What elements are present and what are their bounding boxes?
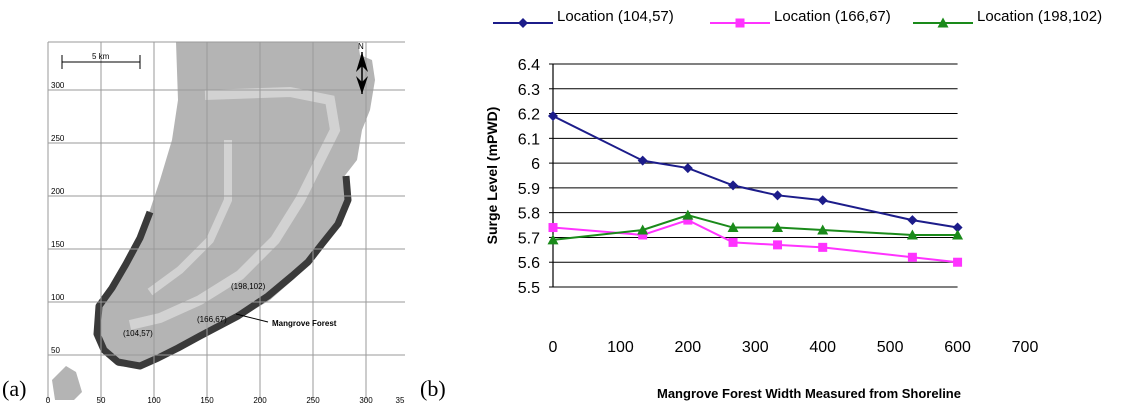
x-tick-label: 500 (877, 339, 904, 356)
panel-b-label: (b) (420, 376, 446, 401)
coast-strip (360, 140, 374, 170)
map-x-tick-label: 250 (306, 396, 320, 405)
series-1-point (682, 163, 693, 174)
x-tick-label: 300 (742, 339, 769, 356)
series-2-point (773, 240, 783, 250)
x-tick-label: 0 (549, 339, 558, 356)
legend-label-1: Location (104,57) (557, 8, 674, 25)
series-1-point (907, 215, 918, 226)
y-tick-label: 6.3 (518, 82, 540, 99)
y-tick-label: 5.8 (518, 206, 540, 223)
x-tick-label: 600 (944, 339, 971, 356)
map-x-tick-label: 35 (396, 396, 405, 405)
map-base (52, 42, 375, 400)
series-line-3 (552, 214, 958, 241)
series-3-point (952, 229, 964, 240)
y-tick-label: 6 (531, 156, 540, 173)
y-axis-label: Surge Level (mPWD) (484, 107, 500, 245)
map-x-tick-label: 150 (200, 396, 214, 405)
north-arrow-icon: N (356, 42, 368, 94)
x-tick-label: 400 (809, 339, 836, 356)
chart-axes (549, 63, 554, 288)
series-3-point (637, 224, 649, 235)
x-tick-label: 100 (607, 339, 634, 356)
map-x-tick-label: 100 (147, 396, 161, 405)
y-tick-label: 6.1 (518, 131, 540, 148)
series-1-point (952, 222, 963, 233)
y-tick-labels: 5.5 5.6 5.7 5.8 5.9 6 6.1 6.2 6.3 6.4 (518, 57, 540, 297)
point-label-104-57: (104,57) (123, 329, 153, 338)
y-tick-label: 6.2 (518, 107, 540, 124)
series-line-2 (552, 219, 958, 264)
series-2-point (638, 230, 648, 240)
island (52, 366, 82, 400)
series-3-point (772, 222, 784, 233)
map-y-tick-label: 250 (51, 134, 65, 143)
chart-grid (553, 63, 958, 288)
series-1-point (817, 195, 828, 206)
series-1-point (637, 155, 648, 166)
mangrove-forest-band (93, 175, 352, 370)
series-3-point (682, 209, 694, 220)
point-label-166-67: (166,67) (197, 315, 227, 324)
map-y-tick-label: 100 (51, 293, 65, 302)
x-tick-labels: 0 100 200 300 400 500 600 700 (549, 339, 1039, 356)
y-tick-label: 5.5 (518, 280, 540, 297)
series-line-1 (552, 115, 958, 229)
scale-bar-label: 5 km (92, 52, 110, 61)
land-mass (96, 42, 375, 368)
y-tick-label: 6.4 (518, 57, 540, 74)
series-1-point (548, 111, 558, 122)
map-y-tick-label: 150 (51, 240, 65, 249)
y-tick-label: 5.9 (518, 181, 540, 198)
map-x-tick-label: 50 (97, 396, 106, 405)
series-3-point (547, 234, 559, 245)
legend: Location (104,57) Location (166,67) Locati… (493, 8, 1102, 28)
map-y-tick-label: 200 (51, 187, 65, 196)
y-tick-label: 5.6 (518, 255, 540, 272)
annotation-arrow (235, 313, 269, 323)
map-x-tick-label: 200 (253, 396, 267, 405)
north-label: N (358, 42, 364, 51)
point-label-198-102: (198,102) (231, 282, 266, 291)
x-axis-label: Mangrove Forest Width Measured from Shor… (657, 386, 961, 401)
x-tick-label: 200 (675, 339, 702, 356)
plot-area (547, 111, 964, 267)
land-inner-band (147, 140, 232, 296)
y-tick-label: 5.7 (518, 230, 540, 247)
mangrove-forest-annotation: Mangrove Forest (272, 319, 337, 328)
map-ticks: 0 50 100 150 200 250 300 35 300 250 200 150 100 50 (46, 81, 405, 405)
legend-marker-1 (518, 18, 528, 28)
series-3-point (817, 224, 829, 235)
map-y-tick-label: 300 (51, 81, 65, 90)
panel-a-label: (a) (2, 376, 27, 401)
series-2-point (907, 252, 917, 262)
series-3-point (727, 222, 739, 233)
legend-marker-2 (735, 18, 745, 28)
map-y-tick-label: 50 (51, 346, 60, 355)
legend-label-2: Location (166,67) (774, 8, 891, 25)
mangrove-map: 0 50 100 150 200 250 300 35 300 250 200 150 100 50 5 … (46, 41, 405, 405)
scale-bar: 5 km (61, 52, 141, 69)
legend-marker-3 (937, 17, 949, 28)
series-1-point (772, 190, 783, 201)
x-tick-label: 700 (1012, 339, 1039, 356)
land-inner-band (128, 86, 341, 330)
map-x-tick-label: 0 (46, 396, 51, 405)
series-2-point (728, 237, 738, 247)
legend-label-3: Location (198,102) (977, 8, 1102, 25)
series-2-point (683, 215, 693, 225)
series-2-point (953, 257, 963, 267)
series-3-point (906, 229, 918, 240)
series-2-point (818, 242, 828, 252)
surge-level-chart: Location (104,57) Location (166,67) Locati… (484, 8, 1102, 401)
map-grid (47, 41, 405, 400)
map-x-tick-label: 300 (359, 396, 373, 405)
series-2-point (548, 223, 558, 233)
series-1-point (728, 180, 739, 191)
